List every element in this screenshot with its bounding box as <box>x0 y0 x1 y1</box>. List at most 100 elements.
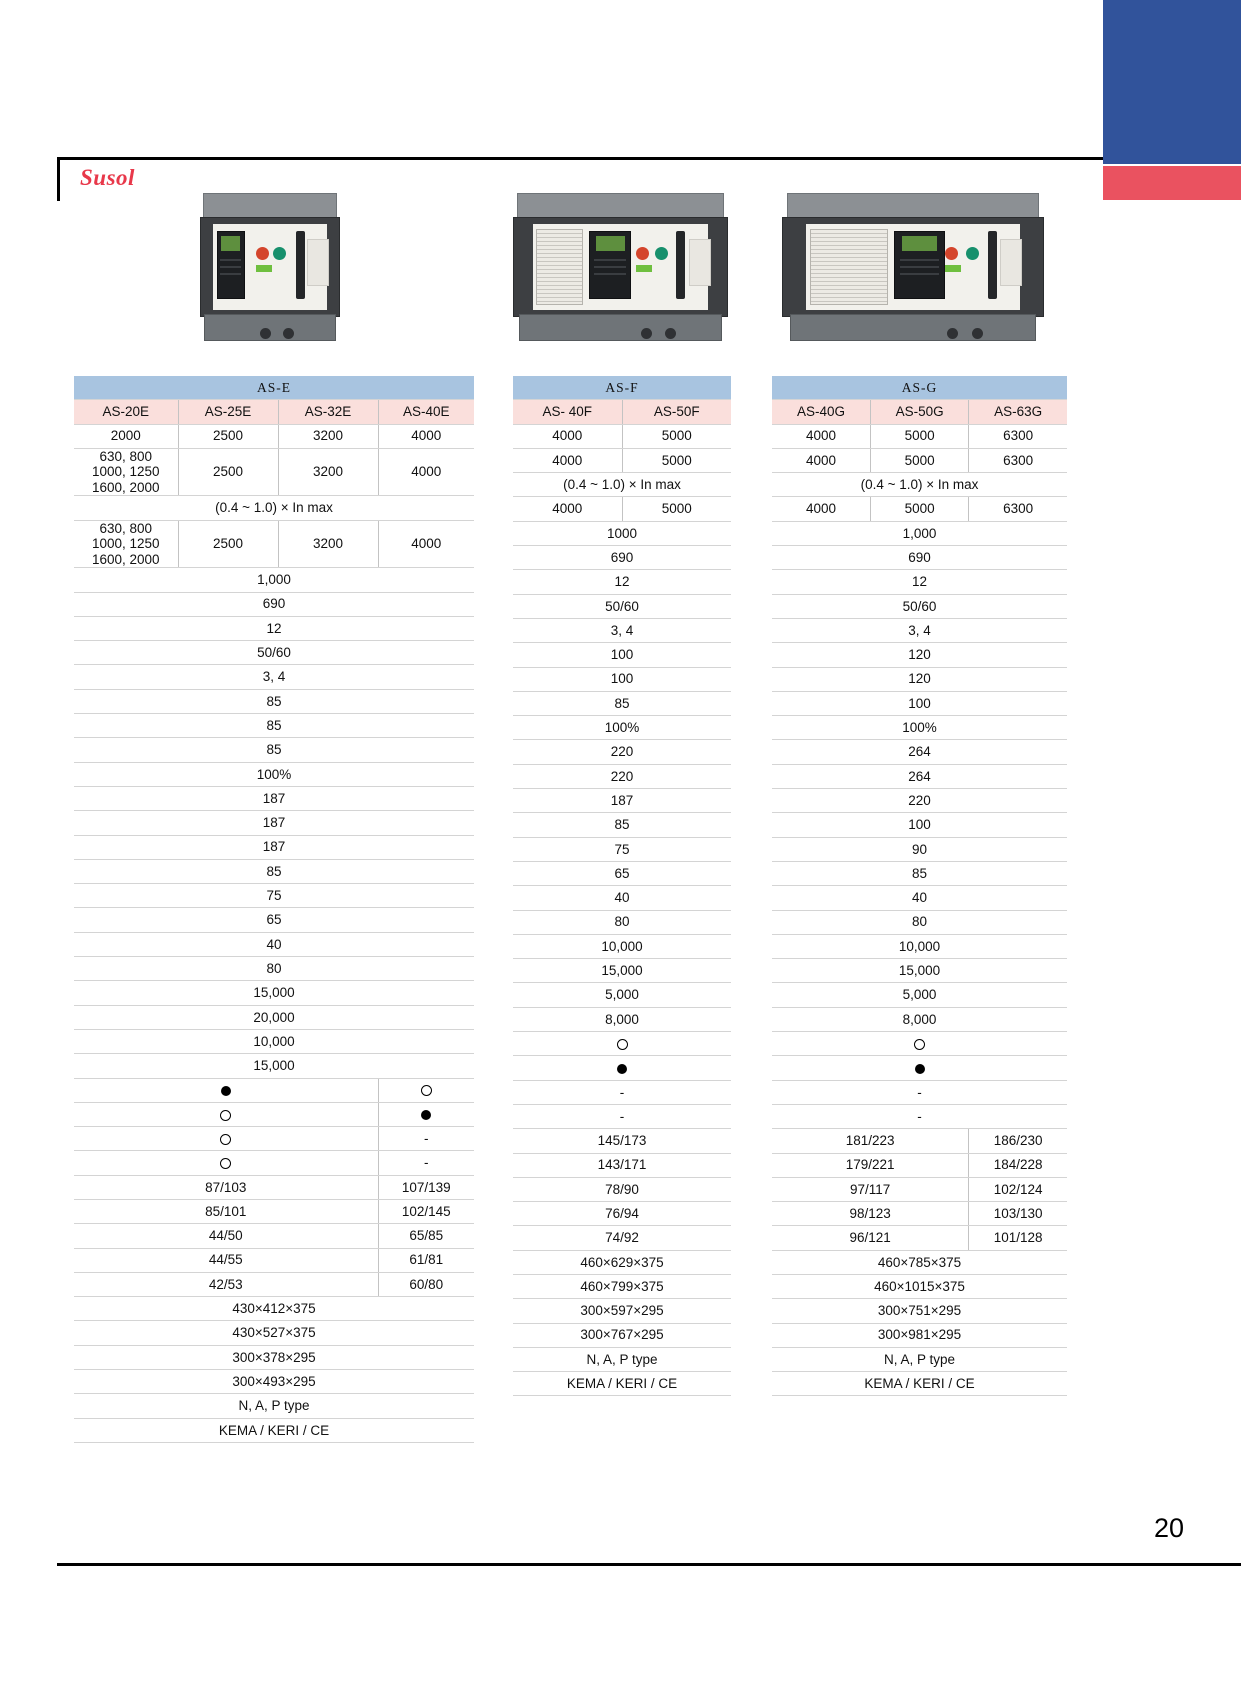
breaker-racking-port <box>947 328 959 340</box>
frame2-line-2: 1000, 1250 <box>91 536 160 552</box>
table-row-dimension: 300×378×295 <box>74 1345 474 1371</box>
as-e-dimension-0: 430×412×375 <box>74 1296 474 1322</box>
table-row-spec: 8,000 <box>513 1007 731 1033</box>
table-row-spec: 187 <box>74 786 474 812</box>
as-f-frame-1: 5000 <box>622 448 731 474</box>
as-f-spec-table-wrapper: AS-F AS- 40F AS-50F 4000 5000 4000 5000 … <box>513 376 731 1397</box>
table-row-in-max: (0.4 ~ 1.0) × In max <box>513 472 731 498</box>
table-row-spec: 10,000 <box>74 1029 474 1055</box>
table-row-type: N, A, P type <box>772 1347 1067 1373</box>
as-g-weight-1-right: 184/228 <box>968 1153 1067 1178</box>
as-g-dimension-2: 300×751×295 <box>772 1298 1067 1324</box>
table-row-group-title: AS-G <box>772 376 1067 401</box>
table-row-weight: 76/94 <box>513 1201 731 1227</box>
table-row-spec: 220 <box>772 788 1067 814</box>
as-e-weight-4-right: 60/80 <box>378 1272 474 1298</box>
table-row-option: - <box>772 1080 1067 1105</box>
table-row-option <box>74 1102 474 1128</box>
as-g-model-2: AS-63G <box>968 399 1067 425</box>
table-row-frame-ratings-2: 4000 5000 6300 <box>772 496 1067 522</box>
as-f-model-0: AS- 40F <box>513 399 623 425</box>
table-row-spec: 85 <box>74 737 474 763</box>
as-e-spec-value-13: 75 <box>74 883 474 909</box>
page-tab-red <box>1103 166 1241 200</box>
table-row-option <box>74 1078 474 1103</box>
table-row-dimension: 460×785×375 <box>772 1250 1067 1275</box>
as-e-option-1-left <box>74 1102 379 1128</box>
dash-marker: - <box>424 1155 429 1171</box>
table-row-spec: 12 <box>513 569 731 595</box>
table-row-frame-ratings: 4000 5000 6300 <box>772 448 1067 474</box>
as-f-dimension-1: 460×799×375 <box>513 1274 731 1300</box>
as-g-option-3: - <box>772 1104 1067 1130</box>
table-row-weight: 143/171 <box>513 1153 731 1178</box>
table-row-spec: 20,000 <box>74 1005 474 1030</box>
breaker-display-unit <box>893 230 945 299</box>
table-row-rated-current: 4000 5000 6300 <box>772 424 1067 449</box>
table-row-weight: 96/121 101/128 <box>772 1225 1067 1251</box>
table-row-spec: 100% <box>513 715 731 741</box>
as-g-spec-table: AS-G AS-40G AS-50G AS-63G 4000 5000 6300… <box>772 376 1067 1397</box>
table-row-dimension: 300×751×295 <box>772 1298 1067 1324</box>
table-row-dimension: 460×629×375 <box>513 1250 731 1275</box>
as-g-spec-value-7: 100 <box>772 691 1067 717</box>
as-f-spec-value-0: 1000 <box>513 521 731 547</box>
as-e-weight-2-left: 44/50 <box>74 1223 379 1249</box>
table-row-spec: 85 <box>74 713 474 739</box>
table-row-spec: 100 <box>513 642 731 668</box>
as-f-spec-value-1: 690 <box>513 545 731 571</box>
as-f-dimension-0: 460×629×375 <box>513 1250 731 1275</box>
as-g-in-max: (0.4 ~ 1.0) × In max <box>772 472 1067 498</box>
table-row-in-max: (0.4 ~ 1.0) × In max <box>772 472 1067 498</box>
as-e-spec-value-11: 187 <box>74 835 474 860</box>
table-row-spec: 80 <box>772 910 1067 935</box>
as-e-frame2-2: 4000 <box>378 520 474 569</box>
as-g-model-0: AS-40G <box>772 399 872 425</box>
as-f-weight-rows: 145/173 143/171 78/90 76/94 74/92 <box>513 1128 731 1251</box>
as-g-model-1: AS-50G <box>870 399 970 425</box>
as-e-in-max: (0.4 ~ 1.0) × In max <box>74 495 474 521</box>
as-f-frame-0: 4000 <box>513 448 623 474</box>
as-f-spec-value-15: 40 <box>513 885 731 911</box>
table-row-spec: 100 <box>513 667 731 692</box>
as-g-weight-3-left: 98/123 <box>772 1201 970 1227</box>
as-f-option-1 <box>513 1055 731 1081</box>
as-f-weight-0: 145/173 <box>513 1128 731 1154</box>
table-row-spec: 120 <box>772 667 1067 692</box>
as-f-frame2-1: 5000 <box>622 496 731 522</box>
table-row-spec: 80 <box>74 956 474 982</box>
as-e-weight-2-right: 65/85 <box>378 1223 474 1249</box>
table-row-spec: 75 <box>513 837 731 862</box>
breaker-arc-vent <box>535 228 584 306</box>
table-row-spec: 187 <box>513 788 731 814</box>
dash-marker: - <box>619 1084 625 1100</box>
as-f-weight-4: 74/92 <box>513 1225 731 1251</box>
as-e-group-title: AS-E <box>74 376 474 401</box>
as-g-frame-0: 4000 <box>772 448 872 474</box>
as-g-weight-4-right: 101/128 <box>968 1225 1067 1251</box>
as-f-dimension-3: 300×767×295 <box>513 1323 731 1348</box>
breaker-lcd-screen <box>595 236 625 251</box>
dash-marker: - <box>619 1108 625 1124</box>
open-circle-icon <box>220 1109 232 1121</box>
table-row-weight: 181/223 186/230 <box>772 1128 1067 1154</box>
dash-marker: - <box>917 1108 922 1124</box>
table-row-rated-current: 2000 2500 3200 4000 <box>74 424 474 449</box>
breaker-off-button <box>944 247 958 261</box>
as-f-spec-value-3: 50/60 <box>513 594 731 619</box>
as-e-model-3: AS-40E <box>378 399 474 425</box>
as-e-weight-4-left: 42/53 <box>74 1272 379 1298</box>
frame-line-1: 630, 800 <box>99 448 153 464</box>
as-f-spec-value-10: 220 <box>513 764 731 790</box>
table-row-dimension: 430×527×375 <box>74 1320 474 1346</box>
as-f-frame2-0: 4000 <box>513 496 623 522</box>
table-row-dimension: 300×981×295 <box>772 1323 1067 1348</box>
as-e-spec-value-20: 15,000 <box>74 1053 474 1079</box>
as-e-option-1-right <box>378 1102 474 1128</box>
table-row-spec: 100 <box>772 691 1067 717</box>
table-row-spec: 80 <box>513 910 731 935</box>
as-e-spec-value-14: 65 <box>74 907 474 933</box>
table-row-spec: 1000 <box>513 521 731 547</box>
as-e-option-2-right: - <box>378 1126 474 1152</box>
as-g-spec-value-10: 264 <box>772 764 1067 790</box>
